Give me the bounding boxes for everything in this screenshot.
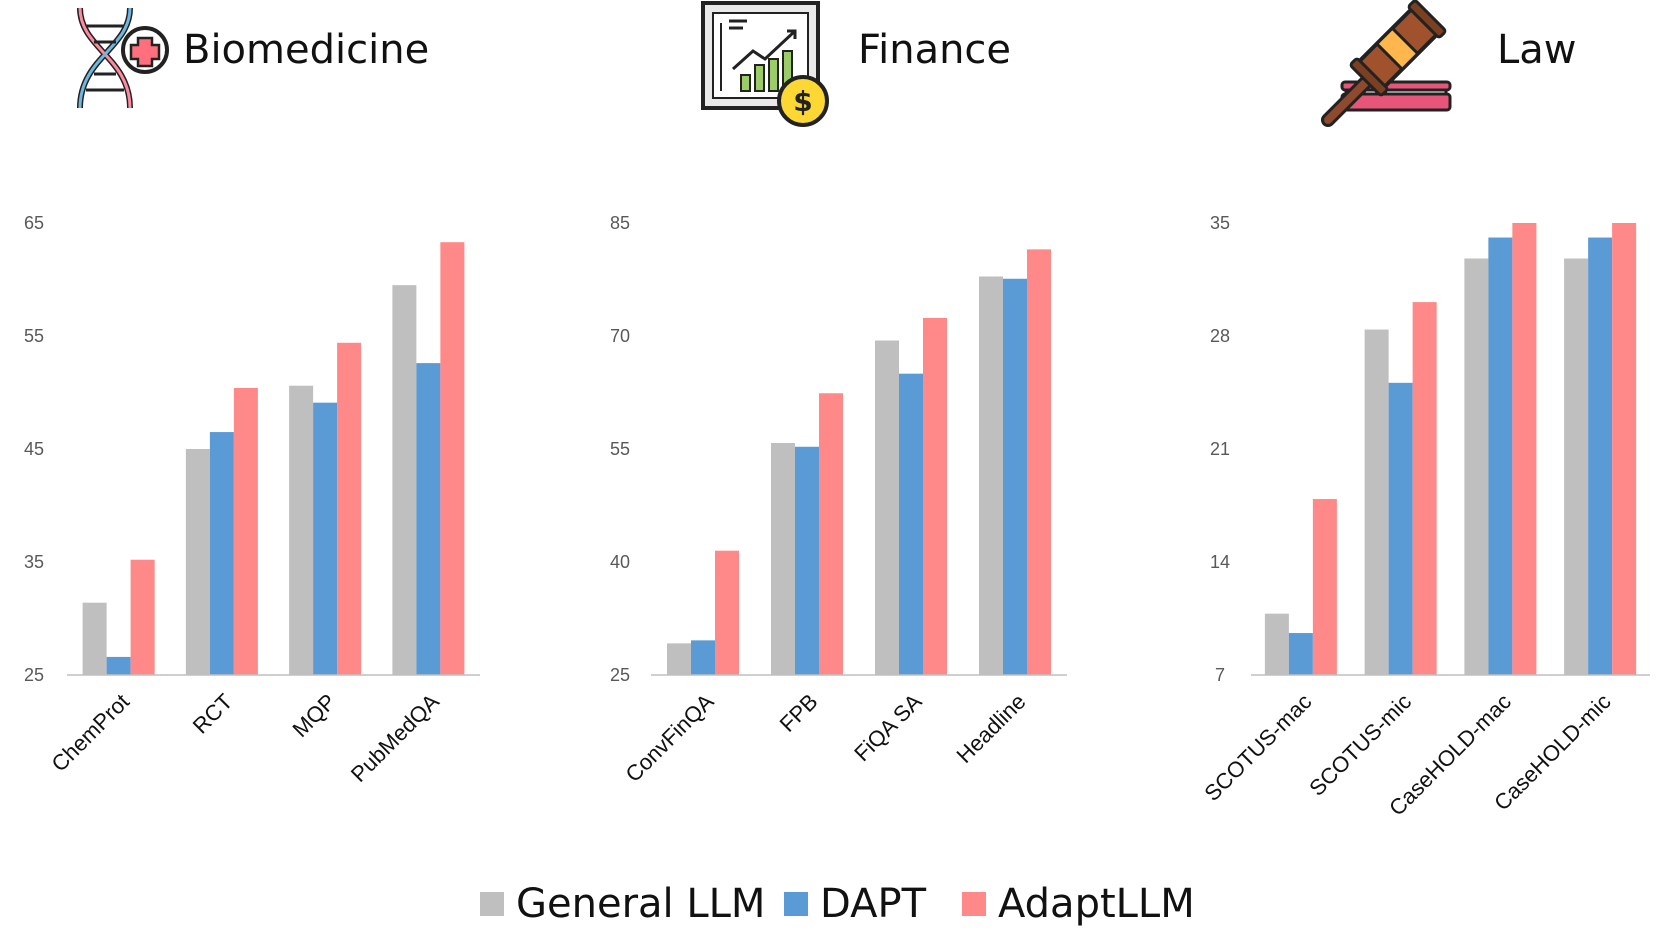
bar-general-casehold-mac: [1464, 258, 1489, 675]
x-category-label: ConvFinQA: [620, 689, 718, 787]
x-category-label: FPB: [775, 689, 823, 737]
x-category-label: FiQA SA: [849, 689, 927, 767]
chart-biomedicine: 25 35 45 55 65 ChemProt RCT MQP PubMedQA: [24, 213, 480, 787]
bar-general-scotus-mic: [1364, 329, 1389, 675]
bar-dapt-rct: [209, 432, 234, 675]
bar-general-mqp: [289, 385, 314, 675]
bar-dapt-chemprot: [106, 656, 131, 675]
bar-general-fiqa-sa: [875, 340, 899, 675]
bar-dapt-scotus-mic: [1388, 382, 1413, 675]
panel-title-biomedicine: Biomedicine: [183, 27, 429, 73]
bar-adapt-scotus-mac: [1312, 499, 1337, 675]
bar-dapt-pubmedqa: [416, 363, 441, 675]
bar-adapt-fpb: [819, 393, 843, 675]
gavel-book-icon: [1321, 0, 1452, 127]
bar-general-scotus-mac: [1264, 613, 1289, 675]
x-category-label: MQP: [288, 689, 341, 742]
bar-general-headline: [979, 276, 1003, 675]
y-tick-label: 45: [24, 439, 44, 459]
dna-medical-icon: [77, 7, 169, 109]
bar-dapt-fiqa-sa: [899, 373, 923, 675]
x-category-label: PubMedQA: [346, 689, 444, 787]
y-tick-label: 85: [610, 213, 630, 233]
bar-general-casehold-mic: [1564, 258, 1589, 675]
bar-general-convfinqa: [667, 643, 691, 675]
bar-dapt-scotus-mac: [1288, 633, 1313, 675]
panel-title-finance: Finance: [858, 27, 1011, 73]
bar-adapt-pubmedqa: [440, 242, 465, 675]
legend: General LLM DAPT AdaptLLM: [480, 881, 1195, 927]
bar-adapt-fiqa-sa: [923, 317, 947, 675]
y-tick-label: 40: [610, 552, 630, 572]
x-category-label: SCOTUS-mac: [1199, 689, 1316, 806]
bar-adapt-casehold-mic: [1612, 223, 1637, 675]
panel-title-law: Law: [1497, 27, 1577, 73]
chart-law: 714212835SCOTUS-macSCOTUS-micCaseHOLD-ma…: [1199, 213, 1650, 821]
bar-dapt-mqp: [313, 402, 338, 675]
legend-swatch-dapt: [784, 892, 808, 916]
legend-swatch-general-llm: [480, 892, 504, 916]
bar-general-pubmedqa: [392, 285, 417, 675]
y-tick-label: 21: [1210, 439, 1230, 459]
bar-adapt-scotus-mic: [1412, 302, 1437, 675]
y-tick-label: 55: [610, 439, 630, 459]
bar-general-fpb: [771, 442, 795, 675]
legend-swatch-adaptllm: [962, 892, 986, 916]
bar-dapt-headline: [1003, 278, 1027, 675]
bar-dapt-convfinqa: [691, 640, 715, 675]
y-tick-label: 7: [1215, 665, 1225, 685]
legend-label-general-llm: General LLM: [516, 881, 765, 927]
bar-adapt-rct: [233, 387, 258, 675]
legend-label-adaptllm: AdaptLLM: [998, 881, 1195, 927]
y-tick-label: 35: [24, 552, 44, 572]
bar-dapt-fpb: [795, 446, 819, 675]
bar-adapt-casehold-mac: [1512, 223, 1537, 675]
bar-dapt-casehold-mac: [1488, 237, 1513, 675]
x-category-label: RCT: [188, 689, 238, 739]
bar-general-rct: [185, 449, 210, 675]
x-category-label: Headline: [951, 689, 1030, 768]
y-tick-label: 28: [1210, 326, 1230, 346]
x-category-label: SCOTUS-mic: [1304, 689, 1416, 801]
bar-dapt-casehold-mic: [1588, 237, 1613, 675]
bar-adapt-headline: [1027, 249, 1051, 675]
y-tick-label: 25: [24, 665, 44, 685]
bar-adapt-mqp: [337, 342, 362, 675]
bar-adapt-convfinqa: [715, 550, 739, 675]
y-tick-label: 14: [1210, 552, 1230, 572]
bar-general-chemprot: [82, 602, 107, 675]
legend-label-dapt: DAPT: [820, 881, 927, 927]
y-tick-label: 35: [1210, 213, 1230, 233]
y-tick-label: 70: [610, 326, 630, 346]
chart-finance: 25 40 55 70 85 ConvFinQA FPB FiQA SA Headline: [610, 213, 1067, 787]
finance-chart-icon: $: [701, 1, 829, 127]
svg-text:$: $: [793, 85, 812, 118]
y-tick-label: 25: [610, 665, 630, 685]
bar-adapt-chemprot: [130, 559, 155, 675]
x-category-label: ChemProt: [46, 689, 134, 777]
y-tick-label: 55: [24, 326, 44, 346]
y-tick-label: 65: [24, 213, 44, 233]
